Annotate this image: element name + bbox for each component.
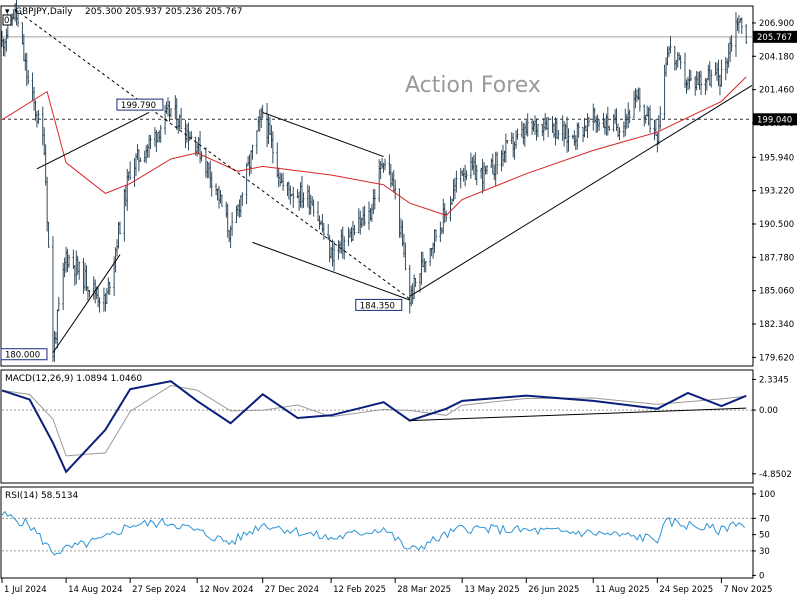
macd-tick-label: 2.3345 xyxy=(759,375,789,385)
x-tick-label: 27 Dec 2024 xyxy=(265,585,319,595)
x-tick-label: 1 Jul 2024 xyxy=(4,585,47,595)
rsi-tick-label: 70 xyxy=(759,514,770,524)
price-panel: Action Forex 199.790 184.350 180.000 206.9… xyxy=(0,0,797,367)
price-tick-label: 187.780 xyxy=(759,253,794,263)
price-tick-label: 179.620 xyxy=(759,353,794,363)
watermark: Action Forex xyxy=(405,73,541,98)
chart-dropdown-icon[interactable]: ▾ xyxy=(5,7,10,17)
x-tick-label: 28 Mar 2025 xyxy=(397,585,451,595)
trendline-channel-2-upper xyxy=(262,111,384,158)
moving-average-line xyxy=(1,76,747,216)
rsi-tick-label: 0 xyxy=(759,571,764,581)
price-marks: 199.790 184.350 180.000 xyxy=(0,0,753,362)
annotation-box xyxy=(0,348,48,361)
price-tick-label: 206.900 xyxy=(759,19,794,29)
price-tick-label: 193.220 xyxy=(759,187,794,197)
rsi-panel: 100 70 50 30 0 xyxy=(0,486,775,581)
macd-line xyxy=(1,380,747,474)
price-tag-label: 205.767 xyxy=(757,33,792,43)
price-tick-label: 201.460 xyxy=(759,86,794,96)
price-tick-label: 190.500 xyxy=(759,220,794,230)
top-left-box xyxy=(2,14,12,26)
price-panel-frame xyxy=(0,5,754,367)
price-tick-label: 182.340 xyxy=(759,320,794,330)
x-tick-label: 27 Sep 2024 xyxy=(132,585,186,595)
rsi-tick-label: 100 xyxy=(759,490,775,500)
price-tag-box xyxy=(753,30,797,43)
x-tick-label: 24 Sep 2025 xyxy=(659,585,713,595)
trendline-uptrend xyxy=(409,85,753,297)
x-axis: 1 Jul 2024 14 Aug 2024 27 Sep 2024 12 Nov 2… xyxy=(1,578,772,595)
chart-header: 0 ▾ GBPJPY,Daily 205.300 205.937 205.236… xyxy=(2,7,242,26)
rsi-label: RSI(14) 58.5134 xyxy=(5,491,78,501)
trendline-channel-2-lower xyxy=(252,241,410,301)
rsi-axis: 100 70 50 30 0 xyxy=(752,490,775,581)
macd-panel-frame xyxy=(0,369,754,484)
x-tick-label: 12 Nov 2024 xyxy=(199,585,253,595)
price-tick-label: 195.940 xyxy=(759,153,794,163)
macd-marks xyxy=(1,380,752,474)
x-tick-label: 12 Feb 2025 xyxy=(333,585,386,595)
x-tick-label: 7 Nov 2025 xyxy=(723,585,772,595)
trendline-channel-1-lower xyxy=(52,254,121,354)
ohlc-values: 205.300 205.937 205.236 205.767 xyxy=(85,7,242,17)
price-tick-label: 185.060 xyxy=(759,287,794,297)
annotation-label: 184.350 xyxy=(360,301,395,311)
rsi-panel-frame xyxy=(0,486,754,579)
price-tick-label: 204.180 xyxy=(759,52,794,62)
trendline-channel-1-upper xyxy=(36,111,150,170)
top-left-box-label: 0 xyxy=(4,16,9,26)
trendline-dashed-downtrend xyxy=(14,9,411,300)
price-axis: 206.900 204.180 201.460 199.040 195.940 193.2… xyxy=(752,19,797,363)
macd-panel: 2.3345 0.00 -4.8502 xyxy=(0,369,792,484)
rsi-marks xyxy=(1,510,752,556)
price-tag-box xyxy=(753,113,797,126)
annotation-label: 180.000 xyxy=(5,351,40,361)
x-tick-label: 14 Aug 2024 xyxy=(68,585,122,595)
annotation-label: 199.790 xyxy=(121,101,156,111)
macd-axis: 2.3345 0.00 -4.8502 xyxy=(752,375,792,480)
x-tick-label: 11 Aug 2025 xyxy=(595,585,649,595)
annotation-box xyxy=(355,298,403,311)
macd-signal-line xyxy=(1,384,747,457)
x-tick-label: 26 Jun 2025 xyxy=(528,585,579,595)
macd-tick-label: -4.8502 xyxy=(759,470,792,480)
annotation-box xyxy=(116,98,164,111)
price-tag-label: 199.040 xyxy=(757,115,792,125)
macd-tick-label: 0.00 xyxy=(759,406,778,416)
x-tick-label: 13 May 2025 xyxy=(464,585,519,595)
macd-label: MACD(12,26,9) 1.0894 1.0460 xyxy=(5,374,142,384)
rsi-tick-label: 30 xyxy=(759,547,770,557)
macd-trendline xyxy=(409,407,747,422)
rsi-tick-label: 50 xyxy=(759,531,770,541)
rsi-line xyxy=(1,510,746,556)
symbol-label: GBPJPY,Daily xyxy=(15,7,73,17)
